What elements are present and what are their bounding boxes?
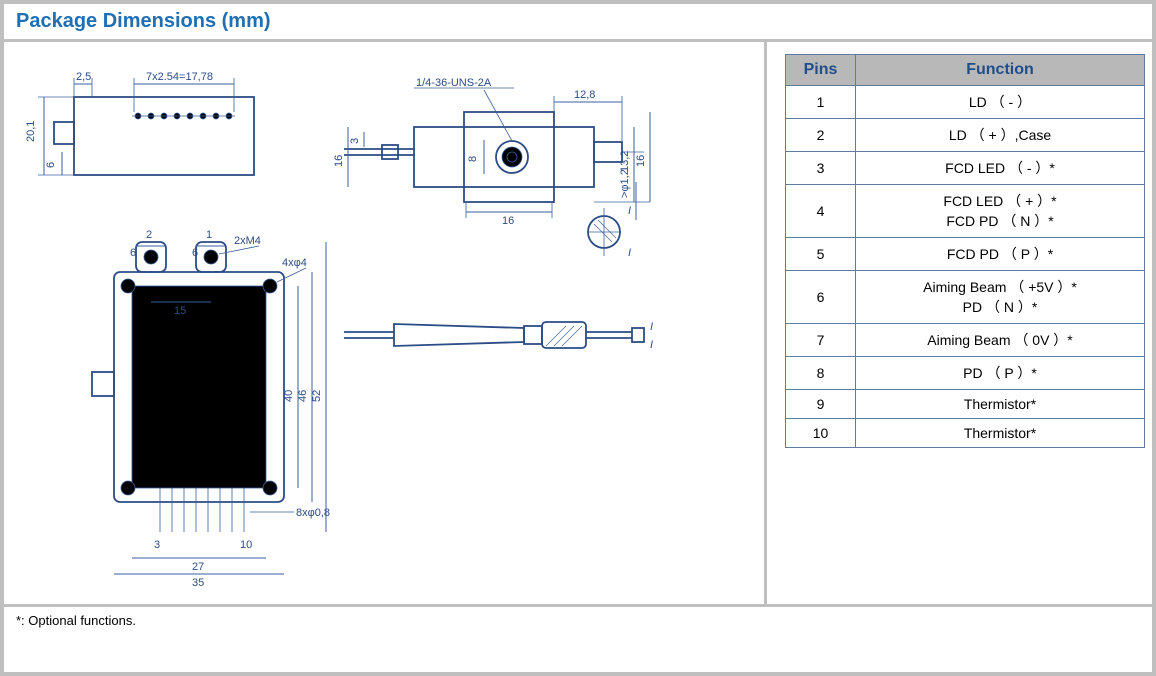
dim-16c: 16 (333, 155, 345, 167)
table-row: 6Aiming Beam （ +5V ）*PD （ N ）* (786, 271, 1145, 324)
pin-function: Aiming Beam （ 0V ）* (856, 324, 1145, 357)
pin-number: 6 (786, 271, 856, 324)
pin-number: 5 (786, 238, 856, 271)
footnote-text: *: Optional functions. (16, 613, 136, 628)
pins-8x: 8xφ0,8 (296, 507, 330, 519)
dim-16b: 16 (635, 155, 647, 167)
pin-function: FCD PD （ P ）* (856, 238, 1145, 271)
screw-2xm4: 2xM4 (234, 235, 261, 247)
pin-function: Thermistor* (856, 390, 1145, 419)
tab-2: 2 (146, 229, 152, 241)
pin-function: LD （ + ）,Case (856, 119, 1145, 152)
dim-35: 35 (192, 577, 204, 589)
dim-52: 52 (311, 390, 323, 402)
dim-40: 40 (283, 390, 295, 402)
pin-number: 8 (786, 357, 856, 390)
content-row: 2,5 7x2.54=17,78 20,1 6 (4, 42, 1152, 604)
pin-function: Aiming Beam （ +5V ）*PD （ N ）* (856, 271, 1145, 324)
view-probe: I I >φ1,2 (344, 169, 653, 351)
thread-label: 1/4-36-UNS-2A (416, 77, 492, 89)
pin-number: 1 (786, 86, 856, 119)
dim-3: 3 (349, 138, 361, 144)
pins-table-pane: Pins Function 1LD （ - ）2LD （ + ）,Case3FC… (767, 42, 1156, 604)
hole-4xphi4: 4xφ4 (282, 257, 307, 269)
dim-12-8: 12,8 (574, 89, 595, 101)
footnote-bar: *: Optional functions. (4, 604, 1152, 634)
pin3-lbl: 3 (154, 539, 160, 551)
pin-function: FCD LED （ - ）* (856, 152, 1145, 185)
dim-20-1: 20,1 (25, 121, 37, 142)
dim-6c: 6 (192, 247, 198, 259)
dim-16a: 16 (502, 215, 514, 227)
pin-number: 9 (786, 390, 856, 419)
dim-15: 15 (174, 305, 186, 317)
th-function: Function (856, 55, 1145, 86)
table-row: 3FCD LED （ - ）* (786, 152, 1145, 185)
pin-number: 10 (786, 419, 856, 448)
pin-function: PD （ P ）* (856, 357, 1145, 390)
section-title: Package Dimensions (mm) (16, 10, 271, 32)
outer-frame: Package Dimensions (mm) (0, 0, 1156, 676)
pin-function: Thermistor* (856, 419, 1145, 448)
pin-number: 4 (786, 185, 856, 238)
table-row: 1LD （ - ） (786, 86, 1145, 119)
pin-number: 3 (786, 152, 856, 185)
dim-6a: 6 (45, 162, 57, 168)
section-I-right: I (650, 321, 653, 333)
table-row: 9Thermistor* (786, 390, 1145, 419)
title-bar: Package Dimensions (mm) (4, 4, 1152, 42)
dim-phi1-2: >φ1,2 (619, 169, 631, 198)
view-top-right: 1/4-36-UNS-2A 12,8 16 8 13,2 16 3 (333, 77, 650, 227)
dim-2-5: 2,5 (76, 71, 91, 83)
section-I-top: I (628, 205, 631, 217)
technical-drawing: 2,5 7x2.54=17,78 20,1 6 (4, 42, 764, 602)
dim-8: 8 (467, 156, 479, 162)
pin-function: LD （ - ） (856, 86, 1145, 119)
dim-13-2: 13,2 (619, 151, 631, 172)
drawing-pane: 2,5 7x2.54=17,78 20,1 6 (4, 42, 767, 604)
pin10-lbl: 10 (240, 539, 252, 551)
view-footprint: 2 1 6 6 2xM4 4xφ4 (92, 229, 330, 589)
table-row: 8PD （ P ）* (786, 357, 1145, 390)
view-top-left: 2,5 7x2.54=17,78 20,1 6 (25, 71, 254, 175)
tab-1: 1 (206, 229, 212, 241)
section-I-right2: I (650, 339, 653, 351)
pin-function: FCD LED （ + ）*FCD PD （ N ）* (856, 185, 1145, 238)
dim-pinrow: 7x2.54=17,78 (146, 71, 213, 83)
dim-27: 27 (192, 561, 204, 573)
table-row: 5FCD PD （ P ）* (786, 238, 1145, 271)
pins-table: Pins Function 1LD （ - ）2LD （ + ）,Case3FC… (785, 54, 1145, 448)
table-row: 10Thermistor* (786, 419, 1145, 448)
th-pins: Pins (786, 55, 856, 86)
table-row: 2LD （ + ）,Case (786, 119, 1145, 152)
section-I-bot: I (628, 247, 631, 259)
pin-number: 7 (786, 324, 856, 357)
table-row: 4FCD LED （ + ）*FCD PD （ N ）* (786, 185, 1145, 238)
table-row: 7Aiming Beam （ 0V ）* (786, 324, 1145, 357)
pin-number: 2 (786, 119, 856, 152)
dim-46: 46 (297, 390, 309, 402)
dim-6b: 6 (130, 247, 136, 259)
